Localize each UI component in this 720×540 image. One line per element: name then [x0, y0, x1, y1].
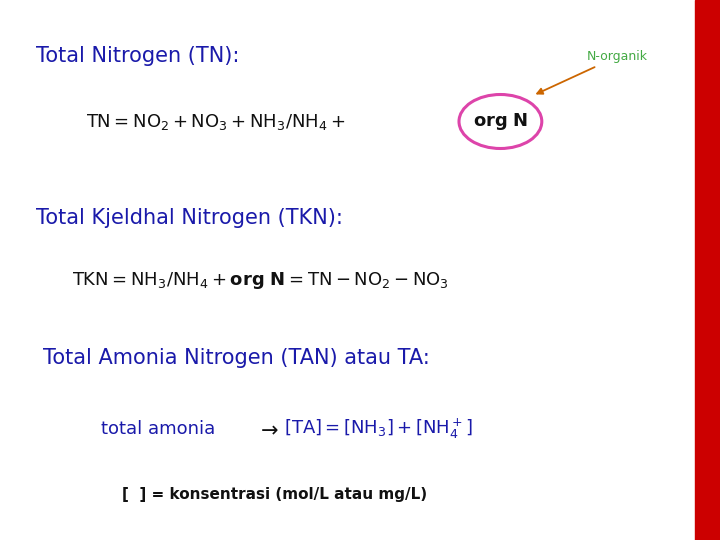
Text: total amonia: total amonia — [101, 420, 215, 438]
Text: N-organik: N-organik — [537, 50, 648, 94]
Text: $\rightarrow$: $\rightarrow$ — [256, 419, 278, 440]
Bar — [695, 0, 720, 540]
Text: Total Amonia Nitrogen (TAN) atau TA:: Total Amonia Nitrogen (TAN) atau TA: — [43, 348, 430, 368]
Text: Total Nitrogen (TN):: Total Nitrogen (TN): — [36, 46, 239, 66]
Text: $\mathbf{org\ N}$: $\mathbf{org\ N}$ — [473, 111, 528, 132]
Text: Total Kjeldhal Nitrogen (TKN):: Total Kjeldhal Nitrogen (TKN): — [36, 208, 343, 228]
Text: $\mathrm{[TA]=[NH_3]+[NH_4^+]}$: $\mathrm{[TA]=[NH_3]+[NH_4^+]}$ — [284, 417, 473, 442]
Text: [  ] = konsentrasi (mol/L atau mg/L): [ ] = konsentrasi (mol/L atau mg/L) — [122, 487, 428, 502]
Text: $\mathrm{TKN = NH_3/NH_4 + \mathbf{org\ N} = TN - NO_2 - NO_3}$: $\mathrm{TKN = NH_3/NH_4 + \mathbf{org\ … — [72, 271, 449, 291]
Text: $\mathrm{TN = NO_2 + NO_3 + NH_3/NH_4 +}$: $\mathrm{TN = NO_2 + NO_3 + NH_3/NH_4 +}… — [86, 111, 346, 132]
